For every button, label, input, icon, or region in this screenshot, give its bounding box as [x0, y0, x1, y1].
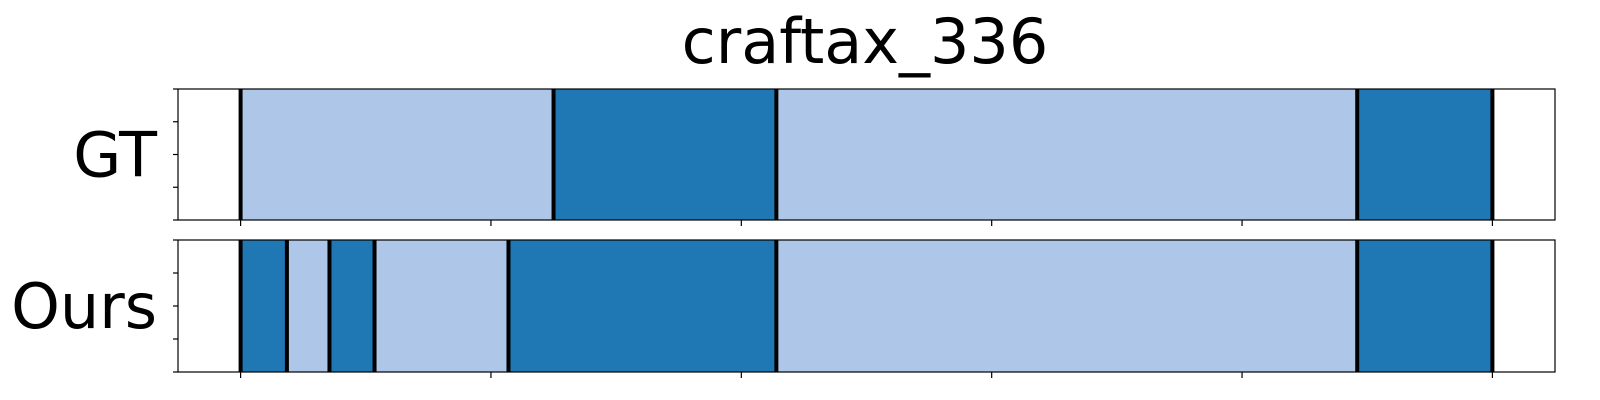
segment-gt-2: [776, 89, 1358, 220]
segment-ours-3: [374, 240, 509, 372]
row-label-gt: GT: [73, 119, 158, 192]
segment-ours-2: [329, 240, 375, 372]
segment-ours-0: [240, 240, 287, 372]
segment-ours-1: [286, 240, 330, 372]
row-label-ours: Ours: [11, 270, 157, 343]
segment-ours-6: [1357, 240, 1493, 372]
segment-gt-3: [1357, 89, 1493, 220]
chart-rows: GT Ours: [11, 88, 1556, 378]
chart-title: craftax_336: [682, 5, 1049, 78]
segment-gt-1: [553, 89, 777, 220]
segment-ours-5: [776, 240, 1358, 372]
segment-ours-4: [508, 240, 777, 372]
segment-gt-0: [240, 89, 554, 220]
